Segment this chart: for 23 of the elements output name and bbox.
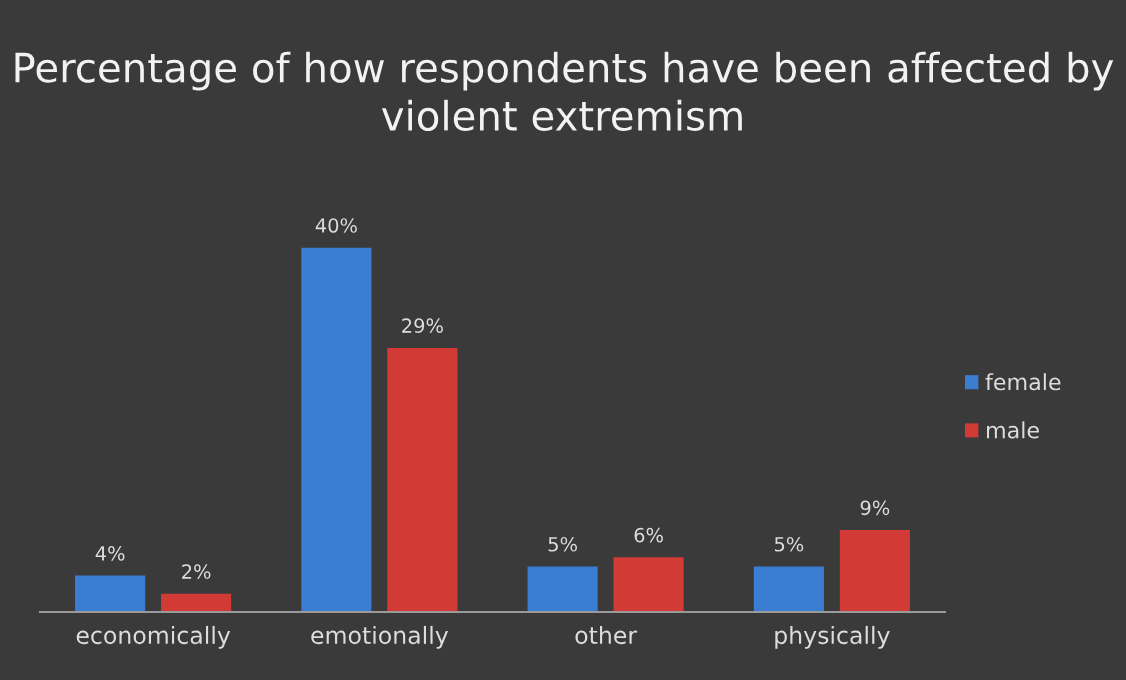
bar [161, 593, 232, 612]
x-tick-label: emotionally [311, 625, 449, 649]
data-label: 5% [774, 536, 804, 552]
data-label: 6% [634, 527, 663, 543]
bar [527, 566, 598, 612]
bar [75, 575, 146, 612]
bar [753, 566, 824, 612]
x-tick-label: economically [76, 625, 231, 649]
data-label: 40% [315, 218, 357, 233]
data-label: 4% [95, 545, 125, 561]
data-label: 2% [182, 564, 211, 579]
bar [839, 530, 910, 612]
legend-label: female [985, 373, 1061, 391]
bar [387, 347, 458, 612]
data-label: 5% [548, 536, 577, 552]
data-label: 9% [860, 500, 890, 516]
chart-title: Percentage of how respondents have been affected by violent extremism [15, 51, 1114, 131]
data-label: 29% [402, 318, 443, 334]
bar [613, 557, 684, 612]
x-tick-label: other [575, 625, 638, 645]
x-tick-label: physically [775, 625, 890, 649]
legend-label: male [987, 421, 1039, 439]
bar [301, 247, 372, 612]
